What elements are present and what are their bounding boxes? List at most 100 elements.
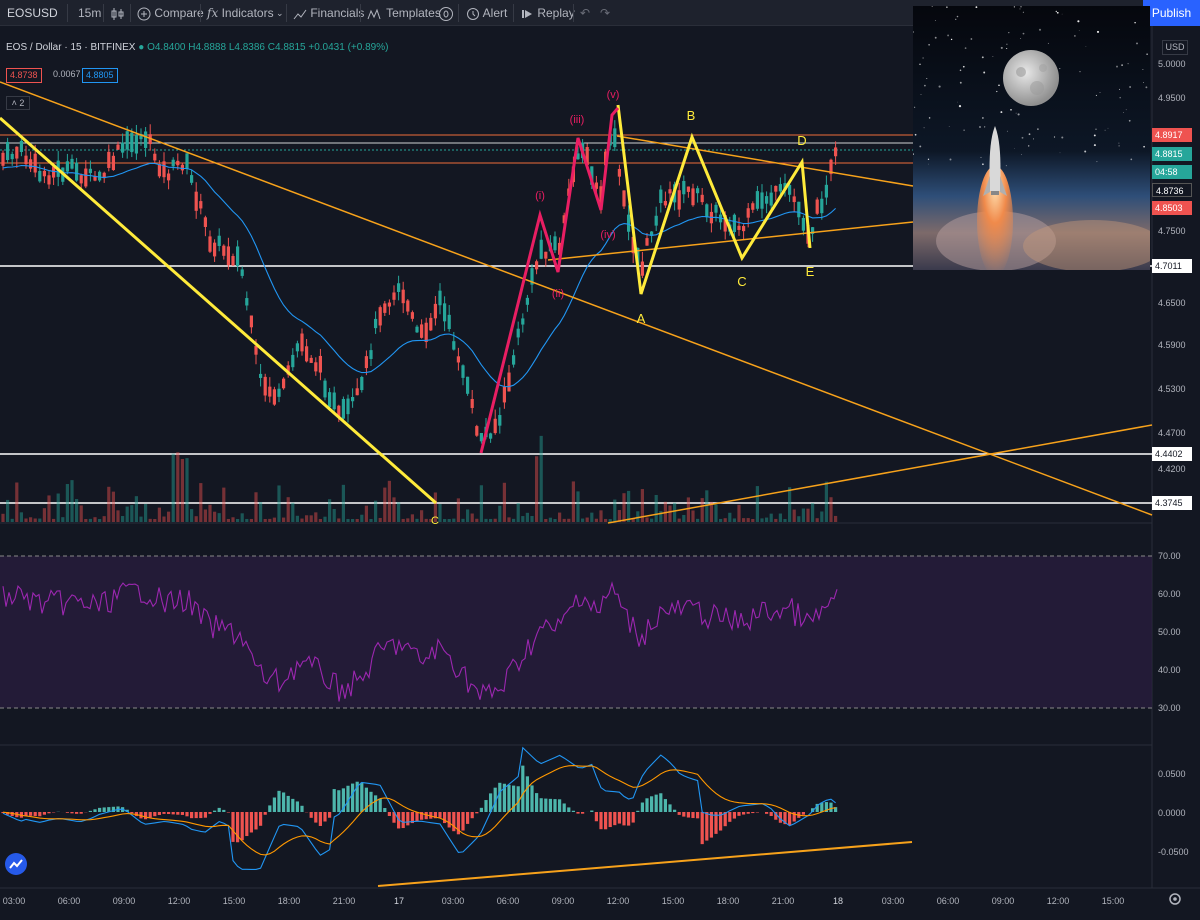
star: [1061, 136, 1064, 139]
candle-body: [820, 198, 824, 214]
volume-bar: [645, 517, 649, 522]
candle-body: [456, 356, 460, 363]
macd-histogram-bar: [351, 783, 355, 812]
triangle-upper-line[interactable]: [616, 135, 914, 187]
candle-body: [351, 397, 355, 402]
templates-button[interactable]: Templates: [367, 0, 441, 26]
legend-close: C4.8815: [267, 42, 306, 53]
star: [1028, 133, 1031, 136]
impulse-wave[interactable]: [479, 107, 620, 454]
tradingview-logo-icon[interactable]: [5, 853, 27, 875]
price-tag-4-7011: 4.7011: [1152, 259, 1192, 273]
replay-button[interactable]: Replay: [520, 0, 575, 26]
collapse-indicators-button[interactable]: ˄ 2: [6, 96, 30, 110]
candle-body: [98, 171, 102, 181]
undo-icon[interactable]: ↶: [580, 6, 591, 20]
wave-label: (iv): [600, 229, 615, 241]
candle-body: [447, 314, 451, 330]
star: [1095, 128, 1097, 130]
star: [1022, 11, 1024, 13]
macd-histogram-bar: [539, 798, 543, 812]
chevron-down-icon[interactable]: ⌄: [276, 8, 284, 18]
macd-histogram-bar: [765, 812, 769, 814]
legend-open: O4.8400: [147, 42, 186, 53]
macd-histogram-bar: [309, 812, 313, 818]
volume-bar: [130, 505, 134, 522]
star: [970, 38, 973, 40]
time-axis-label: 18:00: [277, 896, 301, 906]
macd-histogram-bar: [429, 812, 433, 819]
indicators-button[interactable]: fx Indicators: [207, 0, 274, 26]
interval-button[interactable]: 15m: [78, 6, 102, 20]
star: [1021, 136, 1024, 139]
macd-histogram-bar: [677, 812, 681, 815]
macd-histogram-bar: [6, 812, 10, 815]
candle-body: [461, 365, 465, 378]
volume-bar: [824, 481, 828, 522]
macd-histogram-bar: [645, 798, 649, 812]
alert-button[interactable]: Alert: [466, 0, 507, 26]
ask-price-badge[interactable]: 4.8805: [82, 68, 118, 83]
candle-body: [374, 318, 378, 329]
wave-label: (v): [607, 89, 620, 101]
downtrend-wave-line[interactable]: [0, 116, 437, 505]
volume-bar: [15, 482, 19, 522]
macd-axis-label: 0.0500: [1158, 769, 1186, 779]
candles-icon[interactable]: [111, 0, 125, 26]
macd-histogram-bar: [663, 799, 667, 812]
candle-body: [663, 200, 667, 206]
candle-body: [199, 201, 203, 209]
volume-bar: [677, 518, 681, 522]
star: [1093, 144, 1096, 147]
candle-body: [111, 155, 115, 171]
macd-histogram-bar: [424, 812, 428, 820]
alert-label: Alert: [482, 6, 508, 20]
settings-icon[interactable]: [1169, 893, 1181, 905]
candle-body: [525, 297, 529, 305]
star: [1142, 69, 1144, 70]
macd-histogram-bar: [70, 812, 74, 814]
publish-button[interactable]: Publish: [1143, 0, 1200, 26]
financials-button[interactable]: Financials: [293, 0, 364, 26]
macd-histogram-bar: [369, 791, 373, 812]
star: [919, 145, 922, 148]
macd-histogram-bar: [153, 812, 157, 817]
volume-bar: [558, 512, 562, 522]
candle-body: [171, 159, 175, 167]
trendline-descending[interactable]: [0, 81, 1153, 516]
volume-bar: [300, 518, 304, 522]
star: [1015, 112, 1017, 114]
macd-histogram-bar: [834, 807, 838, 812]
abcde-triangle-wave[interactable]: [616, 104, 812, 295]
volume-bar: [443, 519, 447, 522]
star: [979, 126, 981, 128]
candle-body: [107, 151, 111, 168]
volume-bar: [834, 515, 838, 522]
candle-body: [686, 186, 690, 192]
moon-rocket-image: [913, 6, 1150, 270]
volume-bar: [801, 508, 805, 522]
candle-body: [6, 141, 10, 161]
volume-bar: [61, 517, 65, 522]
wave-label: B: [687, 108, 696, 123]
macd-divergence-line[interactable]: [377, 841, 913, 887]
volume-bar: [401, 518, 405, 522]
candle-body: [788, 184, 792, 195]
macd-histogram-bar: [33, 812, 37, 817]
trendline-ascending[interactable]: [607, 424, 1153, 524]
volume-bar: [608, 518, 612, 522]
alert-icon: [466, 6, 480, 20]
triangle-lower-line[interactable]: [547, 221, 914, 261]
volume-bar: [346, 518, 350, 522]
compare-button[interactable]: Compare: [137, 0, 204, 26]
bid-price-badge[interactable]: 4.8738: [6, 68, 42, 83]
templates-count-icon[interactable]: [438, 0, 454, 26]
symbol-search[interactable]: EOSUSD: [7, 6, 58, 20]
star: [1053, 136, 1056, 138]
redo-icon[interactable]: ↷: [600, 6, 611, 20]
volume-bar: [622, 493, 626, 522]
currency-label[interactable]: USD: [1162, 40, 1188, 55]
price-axis-label: 4.5300: [1158, 384, 1186, 394]
wave-label: C: [737, 274, 746, 289]
